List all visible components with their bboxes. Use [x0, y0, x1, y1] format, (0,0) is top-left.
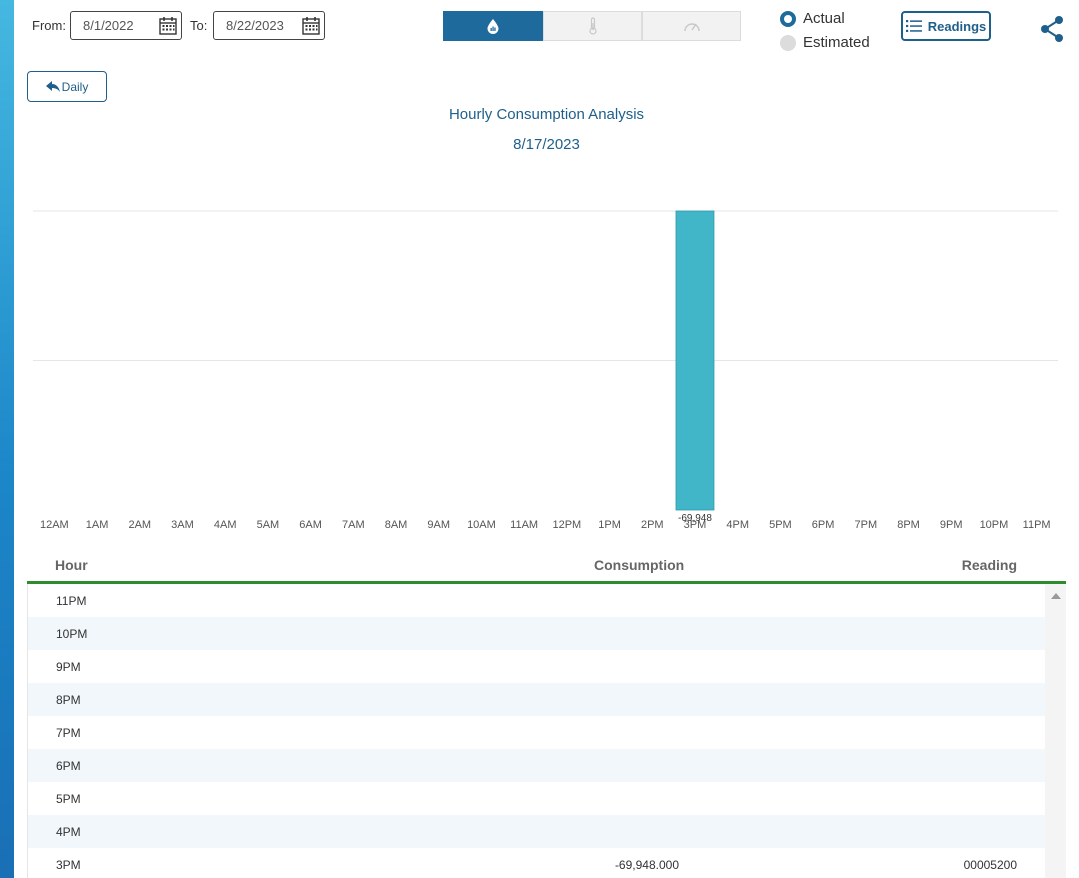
x-tick-label: 9AM — [427, 519, 450, 531]
x-tick-label: 7AM — [342, 519, 365, 531]
tab-temperature[interactable] — [543, 11, 642, 41]
table-row[interactable]: 4PM — [28, 815, 1045, 848]
chart-subtitle: 8/17/2023 — [513, 136, 580, 153]
calendar-icon[interactable] — [302, 16, 320, 35]
radio-actual-indicator[interactable] — [780, 10, 796, 27]
cell-hour: 3PM — [56, 858, 81, 872]
table-row[interactable]: 11PM — [28, 584, 1045, 617]
from-date-value: 8/1/2022 — [83, 18, 134, 33]
calendar-icon[interactable] — [159, 16, 177, 35]
cell-hour: 9PM — [56, 660, 81, 674]
radio-estimated-label: Estimated — [803, 34, 870, 51]
x-tick-label: 12AM — [40, 519, 69, 531]
radio-actual[interactable]: Actual — [780, 10, 845, 27]
to-date-input[interactable]: 8/22/2023 — [213, 11, 325, 40]
x-tick-label: 8AM — [385, 519, 408, 531]
readings-button-label: Readings — [927, 18, 987, 34]
back-to-daily-button[interactable]: Daily — [27, 71, 107, 102]
cell-hour: 11PM — [56, 594, 87, 608]
tab-gauge[interactable] — [642, 11, 741, 41]
share-icon[interactable] — [1039, 15, 1065, 43]
water-drop-icon — [487, 19, 499, 34]
x-tick-label: 6PM — [812, 519, 835, 531]
x-tick-label: 9PM — [940, 519, 963, 531]
table-row[interactable]: 10PM — [28, 617, 1045, 650]
table-scrollbar[interactable] — [1045, 584, 1066, 878]
from-date-input[interactable]: 8/1/2022 — [70, 11, 182, 40]
x-tick-label: 8PM — [897, 519, 920, 531]
hourly-consumption-chart: 12AM 1AM 2AM 3AM 4AM 5AM 6AM 7AM 8AM 9AM 10AM 11AM 1… — [33, 210, 1058, 531]
readings-button[interactable]: Readings — [901, 11, 991, 41]
x-tick-label: 12PM — [552, 519, 581, 531]
list-icon — [905, 20, 922, 32]
x-tick-label: 5AM — [257, 519, 280, 531]
bar-data-label: -69,948 — [678, 513, 712, 524]
col-header-consumption[interactable]: Consumption — [594, 557, 685, 573]
x-tick-label: 4AM — [214, 519, 237, 531]
chart-title: Hourly Consumption Analysis — [448, 106, 645, 123]
radio-actual-label: Actual — [803, 10, 845, 27]
x-tick-label: 11AM — [510, 519, 538, 531]
tab-water[interactable] — [443, 11, 543, 41]
cell-reading: 00005200 — [963, 858, 1017, 872]
cell-hour: 8PM — [56, 693, 81, 707]
table-row[interactable]: 8PM — [28, 683, 1045, 716]
back-button-label: Daily — [61, 79, 89, 94]
x-tick-label: 3PM — [684, 519, 707, 531]
radio-estimated[interactable]: Estimated — [780, 34, 870, 51]
bar-3PM[interactable] — [675, 210, 715, 511]
cell-hour: 4PM — [56, 825, 81, 839]
scroll-up-arrow-icon[interactable] — [1051, 593, 1061, 599]
x-tick-label: 2AM — [128, 519, 151, 531]
cell-consumption: -69,948.000 — [614, 858, 679, 872]
x-tick-label: 1AM — [86, 519, 109, 531]
cell-hour: 10PM — [56, 627, 88, 641]
x-tick-label: 1PM — [598, 519, 621, 531]
to-date-value: 8/22/2023 — [226, 18, 284, 33]
table-row[interactable]: 5PM — [28, 782, 1045, 815]
window-edge — [0, 0, 14, 878]
cell-hour: 5PM — [56, 792, 81, 806]
x-tick-label: 10PM — [980, 519, 1009, 531]
cell-hour: 6PM — [56, 759, 81, 773]
x-tick-label: 11PM — [1023, 519, 1051, 531]
x-tick-label: 10AM — [467, 519, 496, 531]
table-row[interactable]: 6PM — [28, 749, 1045, 782]
x-tick-label: 5PM — [769, 519, 792, 531]
col-header-hour[interactable]: Hour — [55, 557, 88, 573]
table-row[interactable]: 3PM -69,948.000 00005200 — [28, 848, 1045, 878]
x-tick-label: 2PM — [641, 519, 664, 531]
reply-arrow-icon — [45, 81, 60, 92]
x-tick-label: 4PM — [726, 519, 749, 531]
thermometer-icon — [588, 17, 597, 35]
x-tick-label: 7PM — [855, 519, 878, 531]
consumption-table: 3PM -69,948.000 00005200 4PM 5PM 6PM 7PM 8PM 9PM… — [27, 584, 1066, 878]
radio-estimated-indicator[interactable] — [780, 34, 796, 51]
x-tick-label: 3AM — [171, 519, 194, 531]
col-header-reading[interactable]: Reading — [961, 557, 1017, 573]
cell-hour: 7PM — [56, 726, 81, 740]
table-header: Hour Consumption Reading — [27, 550, 1066, 584]
to-label: To: — [190, 18, 208, 33]
table-row[interactable]: 9PM — [28, 650, 1045, 683]
table-row[interactable]: 7PM — [28, 716, 1045, 749]
from-label: From: — [32, 18, 66, 33]
x-tick-label: 6AM — [299, 519, 322, 531]
gauge-icon — [683, 23, 700, 32]
